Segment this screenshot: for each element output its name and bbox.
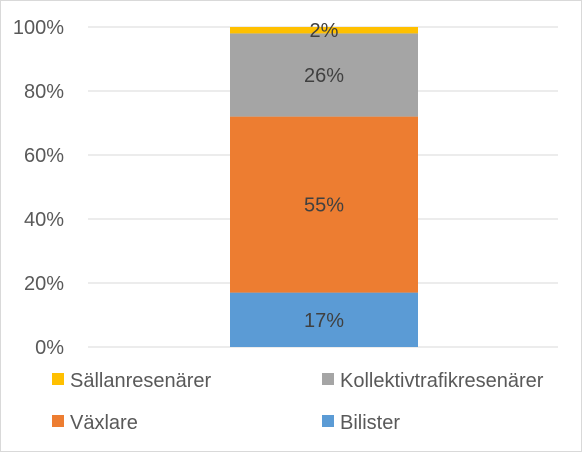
bar-segment-växlare: [230, 116, 418, 293]
legend-label: Sällanresenärer: [70, 370, 212, 392]
data-labels: 17% 55% 26% 2%: [304, 20, 344, 332]
legend-swatch: [322, 373, 334, 385]
bar-segment-bilister: [230, 292, 418, 347]
legend-label: Växlare: [70, 412, 138, 434]
y-axis-ticks: 0% 20% 40% 60% 80% 100%: [13, 17, 64, 359]
legend-item: Bilister: [322, 412, 400, 434]
data-label: 55%: [304, 195, 344, 217]
legend-swatch: [52, 415, 64, 427]
data-label: 26%: [304, 65, 344, 87]
y-tick-label: 0%: [35, 337, 64, 359]
legend-item: Växlare: [52, 412, 138, 434]
y-tick-label: 20%: [24, 273, 64, 295]
bar-segments: [230, 27, 418, 347]
legend-item: Sällanresenärer: [52, 370, 212, 392]
legend-swatch: [322, 415, 334, 427]
legend-item: Kollektivtrafikresenärer: [322, 370, 544, 392]
bar-segment-sällanresenärer: [230, 27, 418, 34]
legend-swatch: [52, 373, 64, 385]
data-label: 2%: [310, 20, 339, 42]
legend: Sällanresenärer Kollektivtrafikresenärer V…: [52, 370, 544, 434]
y-tick-label: 80%: [24, 81, 64, 103]
legend-label: Kollektivtrafikresenärer: [340, 370, 544, 392]
legend-label: Bilister: [340, 412, 400, 434]
y-tick-label: 40%: [24, 209, 64, 231]
y-tick-label: 100%: [13, 17, 64, 39]
y-tick-label: 60%: [24, 145, 64, 167]
bar-segment-kollektivtrafikresenärer: [230, 33, 418, 117]
data-label: 17%: [304, 310, 344, 332]
